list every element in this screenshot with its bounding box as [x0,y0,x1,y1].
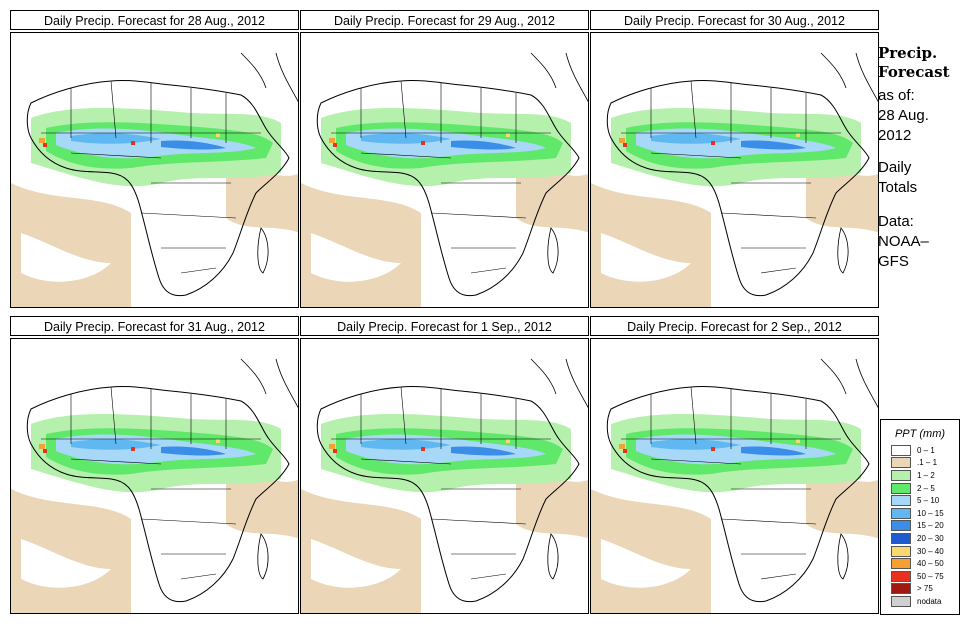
precip-legend: PPT (mm) 0 – 1 .1 – 1 1 – 2 2 – 5 5 – 10 10 –… [880,419,960,615]
legend-label: 5 – 10 [917,496,940,506]
panel-title: Daily Precip. Forecast for 29 Aug., 2012 [300,10,589,30]
title-line-1: Precip. [878,44,938,62]
panel-title: Daily Precip. Forecast for 1 Sep., 2012 [300,316,589,336]
legend-label: 50 – 75 [917,571,944,581]
date-line-2: 2012 [878,127,912,144]
asof-label: as of: [878,87,915,104]
legend-item: 20 – 30 [881,532,959,545]
precip-map [590,338,879,614]
forecast-panel-1: Daily Precip. Forecast for 28 Aug., 2012 [10,10,299,308]
legend-label: > 75 [917,584,933,594]
legend-label: 40 – 50 [917,559,944,569]
precip-map [300,338,589,614]
panel-title: Daily Precip. Forecast for 2 Sep., 2012 [590,316,879,336]
legend-label: 1 – 2 [917,470,935,480]
precip-map [590,32,879,308]
forecast-panel-3: Daily Precip. Forecast for 30 Aug., 2012 [590,10,879,308]
legend-item: 15 – 20 [881,520,959,533]
legend-label: 30 – 40 [917,546,944,556]
data-line-1: Data: [878,213,914,230]
legend-swatch [891,583,911,595]
legend-label: 20 – 30 [917,533,944,543]
precip-map [10,338,299,614]
legend-label: .1 – 1 [917,458,938,468]
legend-swatch [891,507,911,519]
totals-line-1: Daily [878,159,912,176]
forecast-panel-6: Daily Precip. Forecast for 2 Sep., 2012 [590,316,879,614]
title-line-2: Forecast [878,63,950,81]
legend-swatch [891,457,911,469]
panel-title: Daily Precip. Forecast for 30 Aug., 2012 [590,10,879,30]
legend-label: nodata [917,596,942,606]
panel-title: Daily Precip. Forecast for 31 Aug., 2012 [10,316,299,336]
legend-item: nodata [881,595,959,608]
sidebar-info: Precip. Forecast as of: 28 Aug. 2012 Dai… [878,44,964,272]
data-line-3: GFS [878,253,909,270]
legend-item: 0 – 1 [881,444,959,457]
panel-title: Daily Precip. Forecast for 28 Aug., 2012 [10,10,299,30]
legend-item: > 75 [881,583,959,596]
data-line-2: NOAA– [878,233,929,250]
legend-item: 50 – 75 [881,570,959,583]
legend-item: 1 – 2 [881,469,959,482]
legend-title: PPT (mm) [894,428,946,440]
legend-swatch [891,469,911,481]
legend-swatch [891,520,911,532]
legend-label: 0 – 1 [917,445,935,455]
legend-swatch [891,495,911,507]
legend-swatch [891,570,911,582]
legend-label: 10 – 15 [917,508,944,518]
legend-swatch [891,444,911,456]
legend-item: 30 – 40 [881,545,959,558]
legend-swatch [891,558,911,570]
legend-item: 40 – 50 [881,557,959,570]
legend-swatch [891,545,911,557]
date-line-1: 28 Aug. [878,107,929,124]
forecast-panel-5: Daily Precip. Forecast for 1 Sep., 2012 [300,316,589,614]
precip-map [300,32,589,308]
totals-line-2: Totals [878,179,918,196]
legend-swatch [891,482,911,494]
legend-label: 15 – 20 [917,521,944,531]
legend-swatch [891,532,911,544]
forecast-panel-4: Daily Precip. Forecast for 31 Aug., 2012 [10,316,299,614]
legend-item: 10 – 15 [881,507,959,520]
legend-item: .1 – 1 [881,457,959,470]
forecast-panel-2: Daily Precip. Forecast for 29 Aug., 2012 [300,10,589,308]
legend-item: 2 – 5 [881,482,959,495]
legend-swatch [891,595,911,607]
legend-label: 2 – 5 [917,483,935,493]
legend-item: 5 – 10 [881,494,959,507]
precip-map [10,32,299,308]
